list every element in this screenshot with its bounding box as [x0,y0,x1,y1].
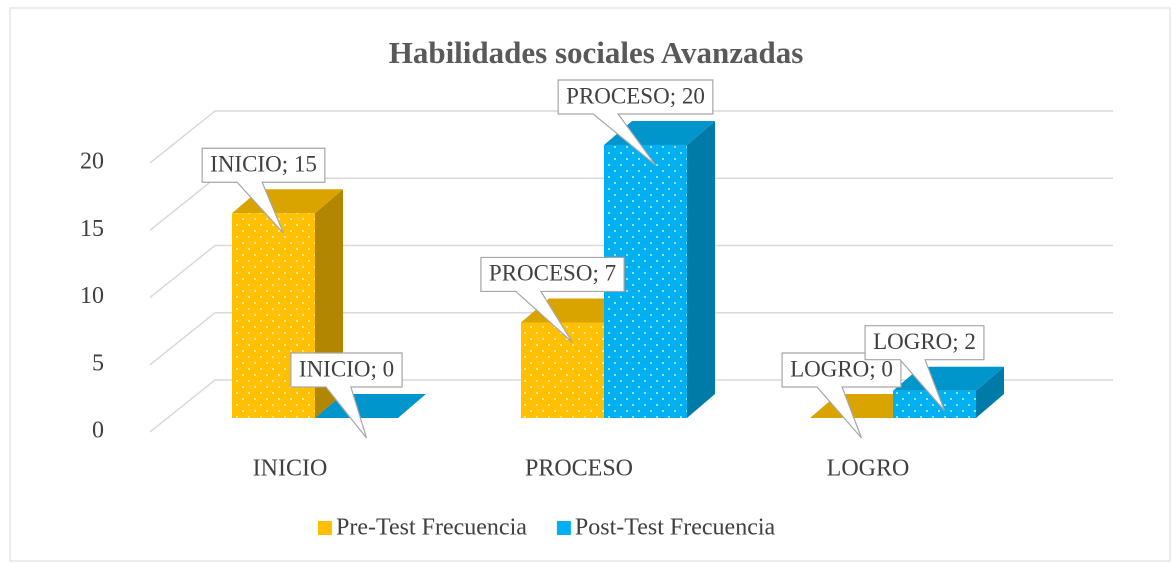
grid-line [149,244,1113,299]
legend-swatch [556,521,571,535]
bar-side [687,121,715,418]
bar-pattern [521,322,604,418]
data-label: PROCESO; 7 [489,261,616,286]
bar [604,121,715,418]
y-tick-label: 0 [92,418,104,444]
y-tick-label: 5 [92,350,104,376]
chart-title: Habilidades sociales Avanzadas [389,35,804,70]
y-tick-label: 15 [80,216,104,242]
legend-label: Pre-Test Frecuencia [336,515,527,541]
legend-swatch [318,521,332,535]
x-tick-label: LOGRO [827,456,910,482]
data-label: LOGRO; 0 [790,356,893,381]
legend-label: Post-Test Frecuencia [575,515,776,541]
grid-line [149,110,1113,164]
data-label: PROCESO; 20 [566,83,705,108]
bar-side [976,366,1004,418]
x-tick-label: INICIO [253,456,328,482]
y-tick-label: 20 [80,149,104,175]
x-tick-label: PROCESO [525,456,633,482]
bar [232,189,343,418]
data-label-box [480,256,625,343]
y-tick-label: 10 [80,283,104,309]
data-label: LOGRO; 2 [873,329,976,354]
grid-line [149,312,1113,366]
data-label: INICIO; 0 [299,356,394,381]
data-label-box [864,325,985,412]
data-label-box [557,79,714,166]
data-label-box [201,147,326,234]
data-label-box [290,352,403,439]
data-label: INICIO; 15 [210,152,317,177]
